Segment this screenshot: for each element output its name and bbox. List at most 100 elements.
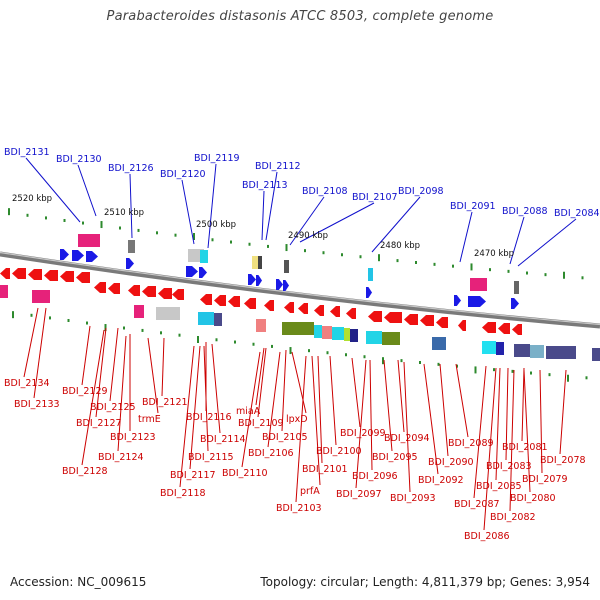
label-leader-line [509, 369, 515, 512]
label-leader-line [161, 337, 165, 397]
gene-domain-box [252, 256, 261, 269]
tick-mark [456, 364, 458, 368]
tick-mark [63, 218, 66, 222]
forward-gene-arrow [186, 266, 198, 277]
reverse-gene-label: BDI_2103 [276, 503, 322, 514]
label-leader-line [281, 349, 287, 432]
forward-gene-arrow [454, 295, 461, 306]
gene-domain-box [256, 319, 266, 332]
tick-mark [567, 374, 569, 382]
reverse-gene-arrow [0, 268, 10, 279]
reverse-gene-label: BDI_2089 [448, 438, 494, 449]
tick-mark [82, 221, 84, 225]
reverse-gene-label: BDI_2082 [490, 512, 536, 523]
tick-mark [193, 232, 195, 240]
reverse-gene-label: BDI_2105 [262, 432, 308, 443]
gene-features [0, 234, 600, 361]
reverse-gene-arrow [108, 283, 120, 294]
reverse-gene-arrow [200, 294, 212, 305]
tick-mark [234, 340, 236, 344]
label-leader-line [473, 365, 487, 499]
label-leader-line [255, 347, 265, 406]
label-leader-line [109, 327, 119, 402]
forward-gene-label: BDI_2131 [4, 147, 50, 158]
label-leader-line [265, 171, 278, 241]
reverse-gene-label: BDI_2078 [540, 455, 586, 466]
tick-mark [345, 353, 347, 357]
forward-gene-arrow [511, 298, 519, 309]
label-leader-line [261, 190, 265, 241]
tick-mark [271, 344, 273, 348]
position-label: 2490 kbp [288, 231, 328, 241]
position-label: 2470 kbp [474, 249, 514, 259]
reverse-gene-label: BDI_2095 [372, 452, 418, 463]
reverse-gene-arrow [264, 300, 274, 311]
forward-gene-arrow [468, 296, 486, 307]
tick-mark [563, 271, 565, 279]
tick-mark [530, 371, 532, 375]
label-leader-line [351, 357, 361, 428]
gene-domain-box [284, 260, 289, 273]
position-labels: 2520 kbp 2510 kbp 2500 kbp 2490 kbp 2480 kbp… [12, 194, 514, 259]
forward-gene-arrow [276, 279, 283, 290]
tick-mark [304, 249, 306, 253]
tick-mark [419, 360, 421, 364]
position-label: 2510 kbp [104, 208, 144, 218]
label-leader-line [397, 359, 405, 433]
tick-mark [289, 347, 292, 355]
label-leader-line [181, 179, 195, 245]
label-leader-line [423, 363, 439, 475]
label-leader-line [33, 307, 47, 399]
gene-domain-box [0, 285, 8, 298]
reverse-gene-arrow [404, 314, 418, 325]
reverse-gene-label: BDI_2110 [222, 468, 268, 479]
label-leader-line [383, 359, 393, 452]
gene-domain-box [514, 281, 519, 294]
gene-domain-box [258, 256, 262, 269]
tick-mark [248, 242, 251, 246]
reverse-gene-label: BDI_2101 [302, 464, 348, 475]
forward-gene-label: BDI_2108 [302, 186, 348, 197]
outer-tick-ring [8, 208, 584, 280]
forward-gene-arrow [126, 258, 134, 269]
forward-gene-label: BDI_2088 [502, 206, 548, 217]
reverse-gene-arrow [458, 320, 466, 331]
gene-domain-box [198, 312, 214, 325]
label-leader-line [403, 361, 411, 493]
tick-mark [548, 373, 551, 377]
reverse-gene-arrow [244, 298, 256, 309]
reverse-gene-label: BDI_2092 [418, 475, 464, 486]
reverse-gene-label: BDI_2116 [186, 412, 232, 423]
tick-mark [119, 226, 121, 230]
reverse-gene-label: lpxD [286, 414, 308, 425]
reverse-gene-label: BDI_2128 [62, 466, 108, 477]
reverse-gene-label: BDI_2100 [316, 446, 362, 457]
label-leader-line [371, 196, 421, 253]
tick-mark [363, 355, 366, 359]
gene-domain-box [482, 341, 496, 354]
gene-domain-box [332, 327, 344, 340]
reverse-gene-arrow [228, 296, 240, 307]
label-leader-line [289, 196, 325, 246]
reverse-gene-label: BDI_2124 [98, 452, 144, 463]
tick-mark [415, 260, 417, 264]
tick-mark [160, 331, 162, 335]
label-leader-line [509, 216, 525, 265]
reverse-gene-arrow [128, 285, 140, 296]
tick-mark [30, 313, 33, 317]
tick-mark [585, 376, 588, 380]
tick-mark [215, 338, 218, 342]
reverse-gene-arrow [12, 268, 26, 279]
reverse-gene-label: BDI_2118 [160, 488, 206, 499]
label-leader-line [189, 345, 201, 470]
label-leader-line [241, 351, 261, 468]
forward-gene-arrow [86, 251, 98, 262]
tick-mark [156, 231, 158, 235]
tick-mark [123, 326, 125, 330]
label-leader-line [311, 355, 321, 486]
gene-domain-box [432, 337, 446, 350]
tick-mark [433, 262, 436, 266]
gene-domain-box [350, 329, 358, 342]
tick-mark [308, 349, 310, 353]
